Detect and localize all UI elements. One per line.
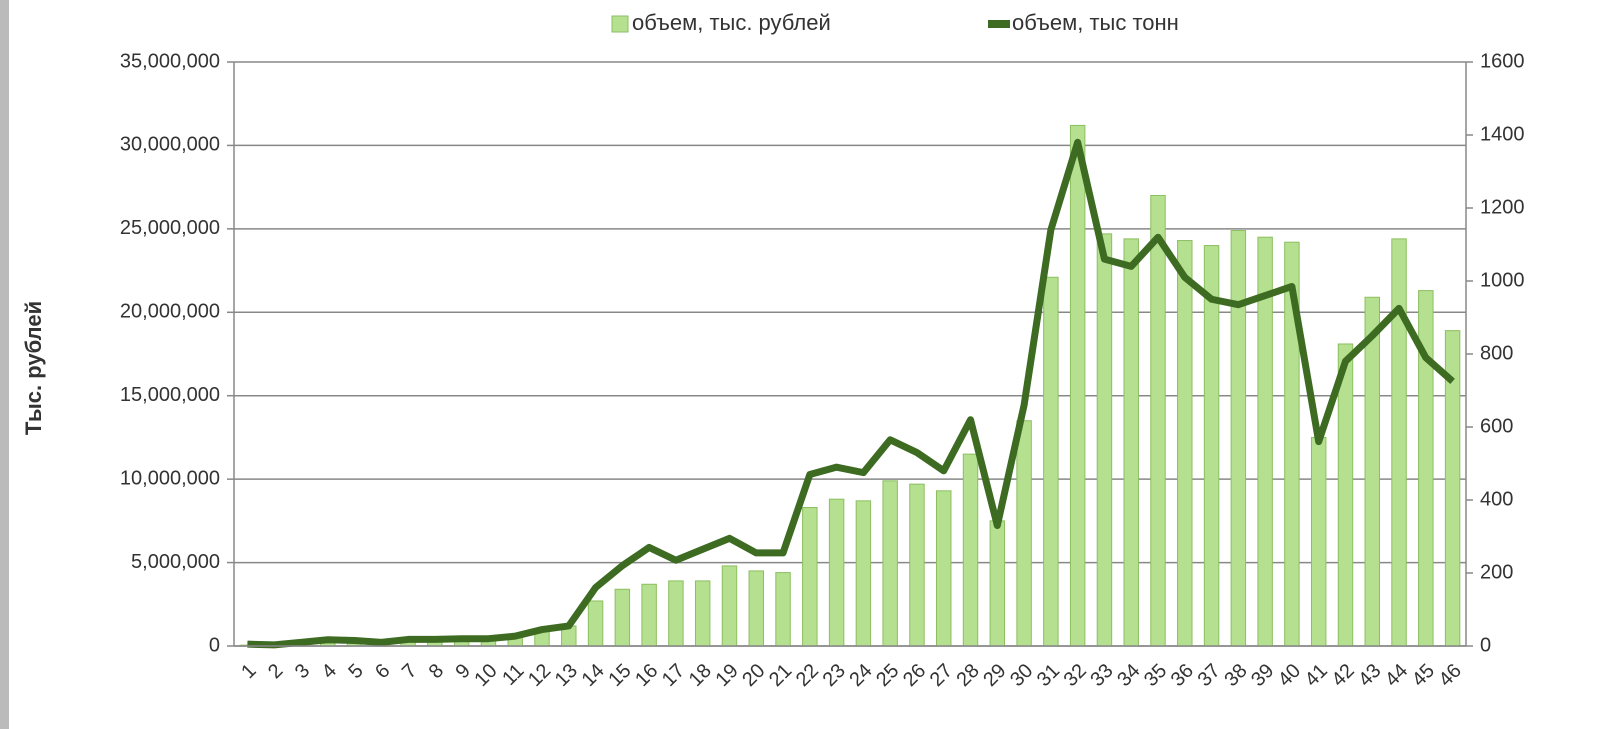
bar	[1310, 436, 1327, 647]
y2-tick-label: 0	[1480, 634, 1491, 656]
bar	[1069, 124, 1086, 647]
bar	[694, 580, 711, 647]
x-tick-label: 4	[318, 660, 341, 683]
bar	[962, 453, 979, 647]
x-tick-label: 9	[451, 660, 474, 683]
bar	[721, 565, 738, 647]
bar	[802, 507, 818, 647]
x-tick-label: 2	[264, 660, 287, 683]
legend-label: объем, тыс. рублей	[632, 10, 831, 35]
y-tick-label: 20,000,000	[120, 301, 220, 323]
bar	[748, 570, 764, 647]
y2-tick-label: 1600	[1480, 50, 1525, 72]
bar	[1016, 420, 1032, 647]
legend-swatch	[611, 15, 629, 33]
bar	[1150, 194, 1166, 647]
x-tick-label: 46	[1435, 660, 1466, 691]
y-axis-label: Тыс. рублей	[21, 301, 46, 435]
bar	[1203, 245, 1220, 647]
y-tick-label: 25,000,000	[120, 217, 220, 239]
x-tick-label: 3	[291, 660, 314, 683]
y-tick-label: 15,000,000	[120, 384, 220, 406]
y-tick-label: 35,000,000	[120, 50, 220, 72]
y-tick-label: 30,000,000	[120, 134, 220, 156]
bar	[1043, 276, 1059, 647]
bar	[1177, 240, 1193, 647]
bar	[882, 480, 898, 647]
bar	[855, 500, 872, 647]
y-tick-label: 5,000,000	[131, 551, 220, 573]
bar	[1096, 233, 1113, 647]
bar	[775, 572, 791, 647]
bar	[1230, 230, 1247, 647]
y2-tick-label: 400	[1480, 488, 1513, 510]
bar	[828, 498, 845, 647]
bar	[668, 580, 684, 647]
bar	[1391, 238, 1407, 647]
x-tick-label: 5	[344, 660, 367, 683]
y-tick-label: 0	[209, 634, 220, 656]
bar	[641, 583, 657, 647]
bar	[1337, 343, 1354, 647]
x-tick-label: 8	[425, 660, 448, 683]
bar	[989, 520, 1006, 647]
y2-tick-label: 800	[1480, 342, 1513, 364]
y2-tick-label: 1200	[1480, 196, 1525, 218]
legend-swatch	[988, 20, 1010, 28]
bar	[1123, 238, 1139, 647]
x-tick-label: 1	[237, 660, 260, 683]
x-tick-label: 6	[371, 660, 394, 683]
legend-label: объем, тыс тонн	[1012, 10, 1179, 35]
bar	[587, 600, 604, 647]
bar	[1364, 296, 1380, 647]
bar	[614, 588, 631, 647]
bar	[936, 490, 952, 647]
side-strip	[0, 0, 9, 729]
y-tick-label: 10,000,000	[120, 467, 220, 489]
bar	[909, 483, 925, 647]
x-tick-label: 10	[470, 660, 501, 691]
y2-tick-label: 600	[1480, 415, 1513, 437]
y2-tick-label: 1400	[1480, 123, 1525, 145]
y2-tick-label: 1000	[1480, 269, 1525, 291]
x-tick-label: 7	[398, 660, 421, 683]
line	[247, 138, 1455, 649]
y2-tick-label: 200	[1480, 561, 1513, 583]
